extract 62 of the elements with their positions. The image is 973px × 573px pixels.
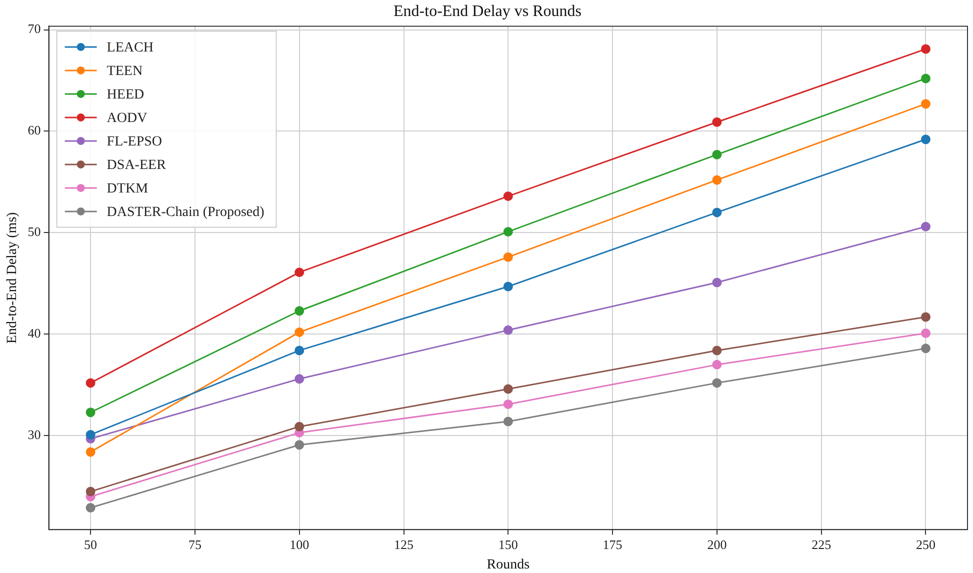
y-tick-label: 70 [28, 21, 41, 36]
legend-label: TEEN [106, 64, 143, 80]
point [86, 430, 96, 440]
point [86, 503, 96, 513]
point [294, 440, 304, 450]
point [503, 226, 513, 236]
y-tick-label: 30 [28, 427, 41, 442]
y-tick-label: 50 [28, 224, 41, 240]
legend-label: FL-EPSO [106, 134, 162, 150]
x-tick-label: 100 [290, 536, 310, 552]
x-tick-label: 250 [916, 536, 936, 552]
point [712, 150, 722, 160]
point [86, 486, 96, 496]
x-tick-label: 200 [707, 536, 727, 552]
legend-label: AODV [106, 111, 148, 126]
point [503, 384, 513, 394]
point [920, 344, 930, 354]
legend-label: LEACH [106, 40, 154, 56]
legend-label: DASTER-Chain (Proposed) [106, 205, 265, 220]
point [712, 346, 722, 356]
x-tick-label: 125 [394, 536, 414, 552]
legend-label: DSA-EER [106, 158, 167, 174]
point [503, 325, 513, 335]
point [294, 374, 304, 384]
point [712, 175, 722, 185]
point [503, 252, 513, 262]
point [503, 282, 513, 292]
point [294, 268, 304, 278]
chart-title: End-to-End Delay vs Rounds [394, 2, 582, 20]
point [920, 74, 930, 84]
y-axis-title: End-to-End Delay (ms) [5, 212, 20, 344]
x-tick-label: 225 [812, 536, 832, 552]
legend-label: DTKM [106, 182, 149, 197]
point [503, 400, 513, 410]
point [712, 378, 722, 388]
point [920, 44, 930, 54]
point [294, 306, 304, 316]
point [920, 222, 930, 232]
x-axis-title: Rounds [486, 557, 530, 572]
point [920, 328, 930, 338]
point [920, 99, 930, 109]
legend-label: HEED [106, 88, 144, 103]
x-tick-label: 175 [602, 536, 622, 552]
point [712, 117, 722, 127]
x-tick-label: 75 [188, 536, 202, 552]
point [294, 422, 304, 432]
point [503, 191, 513, 201]
point [294, 346, 304, 356]
point [920, 134, 930, 144]
point [86, 408, 96, 418]
point [86, 378, 96, 388]
point [86, 447, 96, 457]
y-tick-label: 60 [28, 122, 41, 138]
point [712, 208, 722, 218]
point [503, 416, 513, 426]
x-tick-label: 50 [84, 536, 98, 552]
y-tick-label: 40 [28, 326, 41, 341]
point [712, 278, 722, 288]
point [712, 360, 722, 370]
point [920, 312, 930, 322]
point [294, 327, 304, 337]
x-tick-label: 150 [498, 536, 518, 552]
